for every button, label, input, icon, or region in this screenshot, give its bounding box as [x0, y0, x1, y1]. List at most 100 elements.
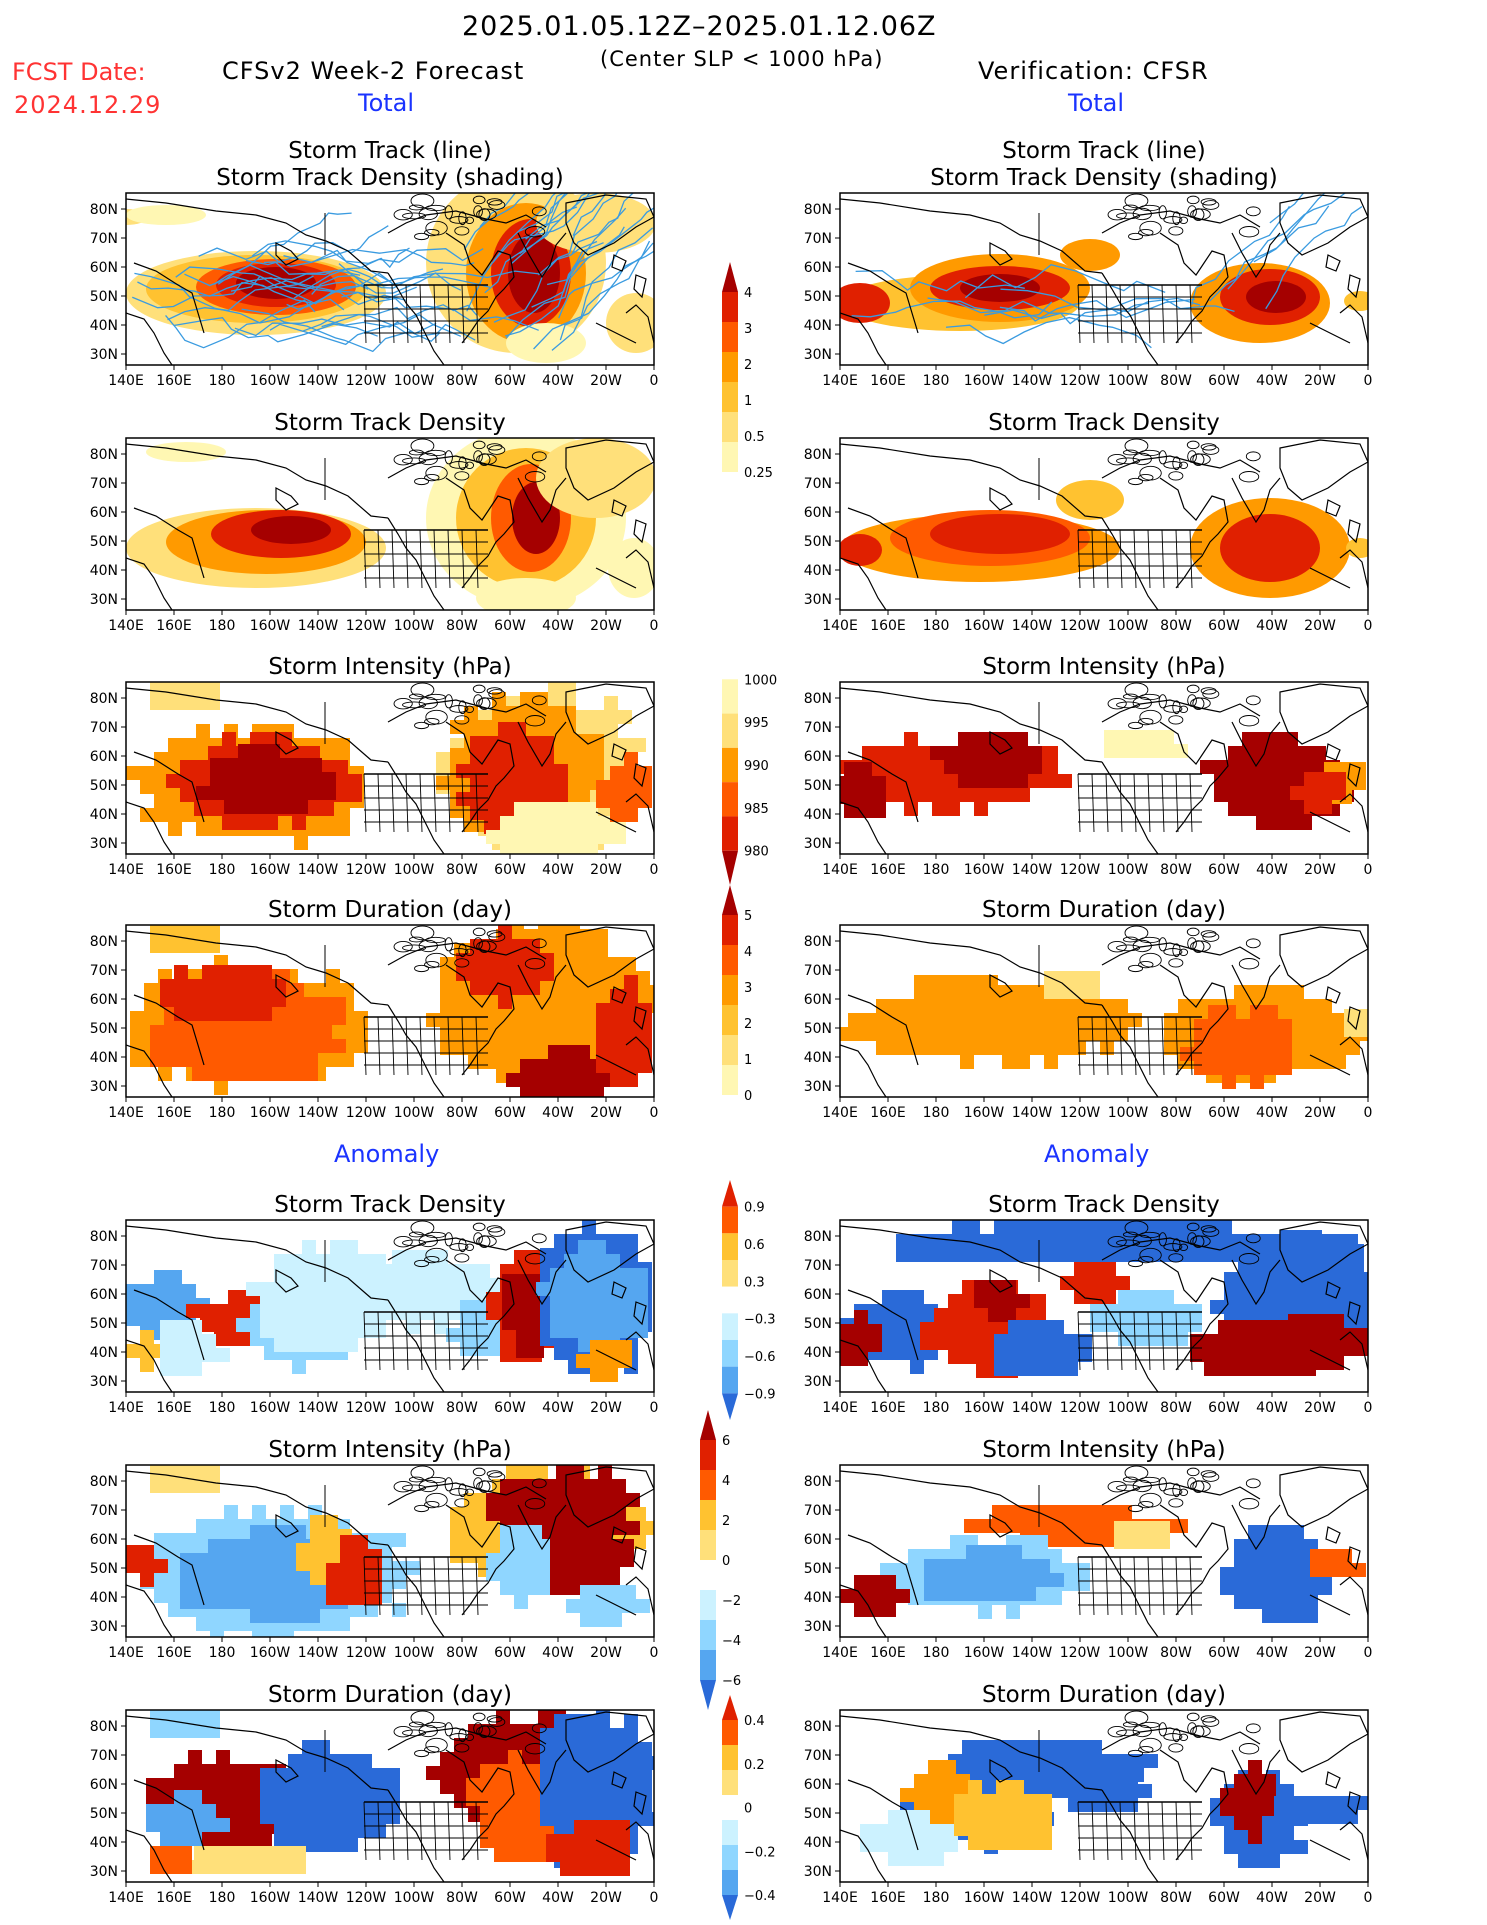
colorbar-label: −0.2	[744, 1845, 776, 1860]
lon-label: 120W	[1060, 373, 1101, 389]
lon-label: 100W	[394, 1105, 435, 1121]
lat-label: 40N	[804, 807, 832, 823]
lat-label: 80N	[90, 1229, 118, 1245]
lon-label: 120W	[1060, 1645, 1101, 1661]
lon-label: 180	[209, 1400, 236, 1416]
lon-label: 20W	[590, 618, 622, 634]
lat-label: 60N	[90, 749, 118, 765]
lat-label: 70N	[804, 476, 832, 492]
lat-label: 40N	[90, 318, 118, 334]
lon-label: 100W	[1108, 1105, 1149, 1121]
lon-label: 140E	[108, 1400, 144, 1416]
lon-label: 140E	[108, 618, 144, 634]
lon-label: 160E	[156, 1105, 192, 1121]
lat-label: 40N	[90, 563, 118, 579]
lon-label: 20W	[590, 1890, 622, 1906]
lon-label: 80W	[1160, 373, 1192, 389]
lon-label: 180	[923, 373, 950, 389]
panel-title: Storm Intensity (hPa)	[268, 654, 511, 680]
lon-label: 0	[650, 1105, 659, 1121]
lon-label: 60W	[494, 1400, 526, 1416]
lon-label: 20W	[1304, 1400, 1336, 1416]
lon-label: 140E	[108, 862, 144, 878]
lon-label: 80W	[446, 618, 478, 634]
lon-label: 140W	[298, 1890, 339, 1906]
panel-title: Storm Track Density	[988, 410, 1219, 436]
lon-label: 80W	[446, 1400, 478, 1416]
lon-label: 100W	[394, 1400, 435, 1416]
lon-label: 100W	[394, 1645, 435, 1661]
lon-label: 160W	[964, 373, 1005, 389]
lon-label: 100W	[1108, 1645, 1149, 1661]
lon-label: 40W	[1256, 1890, 1288, 1906]
lon-label: 0	[650, 1645, 659, 1661]
lat-label: 30N	[804, 347, 832, 363]
lon-label: 140W	[298, 1645, 339, 1661]
lat-label: 30N	[804, 836, 832, 852]
lon-label: 160E	[870, 373, 906, 389]
lon-label: 20W	[590, 373, 622, 389]
lat-label: 30N	[90, 836, 118, 852]
colorbar-label: 0	[744, 1802, 752, 1817]
lon-label: 20W	[1304, 1105, 1336, 1121]
lon-label: 120W	[346, 1400, 387, 1416]
lon-label: 140W	[1012, 1890, 1053, 1906]
panel-r7: Storm Duration (day) 80N 70N 60N 50N 40N 30N 14…	[804, 1682, 1373, 1906]
lat-label: 60N	[90, 1532, 118, 1548]
lon-label: 160E	[870, 1400, 906, 1416]
lat-label: 60N	[804, 260, 832, 276]
lon-label: 80W	[446, 1105, 478, 1121]
lat-label: 30N	[90, 1864, 118, 1880]
lon-label: 40W	[542, 618, 574, 634]
colorbar-label: 0.25	[744, 466, 773, 481]
panel-title: Storm Duration (day)	[268, 1682, 512, 1708]
forecast-model-title: CFSv2 Week-2 Forecast	[222, 57, 525, 85]
lat-label: 50N	[90, 1806, 118, 1822]
colorbar-label: −0.4	[744, 1889, 776, 1904]
lat-label: 50N	[804, 1316, 832, 1332]
lon-label: 100W	[1108, 1890, 1149, 1906]
panel-l5: Storm Track Density 80N 70N 60N 50N 40N 30N 140…	[90, 1192, 659, 1416]
lat-label: 40N	[804, 563, 832, 579]
fcst-date-value: 2024.12.29	[14, 91, 162, 119]
lat-label: 70N	[804, 231, 832, 247]
colorbar-label: 985	[744, 802, 769, 817]
lon-label: 100W	[394, 618, 435, 634]
panel-title: Storm Track Density	[274, 410, 505, 436]
colorbar-label: 0.2	[744, 1758, 765, 1773]
lon-label: 140W	[1012, 1105, 1053, 1121]
lon-label: 60W	[494, 862, 526, 878]
lon-label: 20W	[590, 1400, 622, 1416]
lon-label: 140W	[298, 618, 339, 634]
lon-label: 60W	[494, 1105, 526, 1121]
section-anomaly-right: Anomaly	[1044, 1140, 1150, 1168]
lat-label: 40N	[90, 1050, 118, 1066]
colorbar-duration-anomaly: 0.4 0.2 0 −0.2 −0.4	[722, 1695, 776, 1920]
lon-label: 80W	[1160, 618, 1192, 634]
panel-r5: Storm Track Density 80N 70N 60N 50N 40N 30N 140…	[804, 1192, 1373, 1416]
lon-label: 180	[209, 1890, 236, 1906]
lat-label: 30N	[804, 1619, 832, 1635]
lat-label: 50N	[804, 1806, 832, 1822]
lon-label: 160E	[156, 862, 192, 878]
panel-r2: Storm Track Density 80N 70N 60N 50N 40N 30N 140…	[804, 410, 1373, 634]
lon-label: 180	[923, 862, 950, 878]
lon-label: 0	[1364, 1400, 1373, 1416]
colorbar-label: 0.6	[744, 1238, 765, 1253]
lon-label: 160E	[156, 1645, 192, 1661]
lon-label: 20W	[1304, 1645, 1336, 1661]
lon-label: 140W	[298, 1105, 339, 1121]
colorbar-label: 0	[722, 1554, 730, 1569]
lon-label: 80W	[1160, 1890, 1192, 1906]
lon-label: 160W	[250, 1400, 291, 1416]
lon-label: 60W	[494, 373, 526, 389]
lon-label: 60W	[494, 618, 526, 634]
lon-label: 160W	[964, 1400, 1005, 1416]
fcst-date-label: FCST Date:	[12, 58, 146, 86]
lon-label: 0	[1364, 1105, 1373, 1121]
lon-label: 80W	[1160, 1645, 1192, 1661]
lat-label: 70N	[804, 720, 832, 736]
lon-label: 140W	[1012, 1645, 1053, 1661]
lon-label: 20W	[1304, 1890, 1336, 1906]
lon-label: 40W	[542, 373, 574, 389]
